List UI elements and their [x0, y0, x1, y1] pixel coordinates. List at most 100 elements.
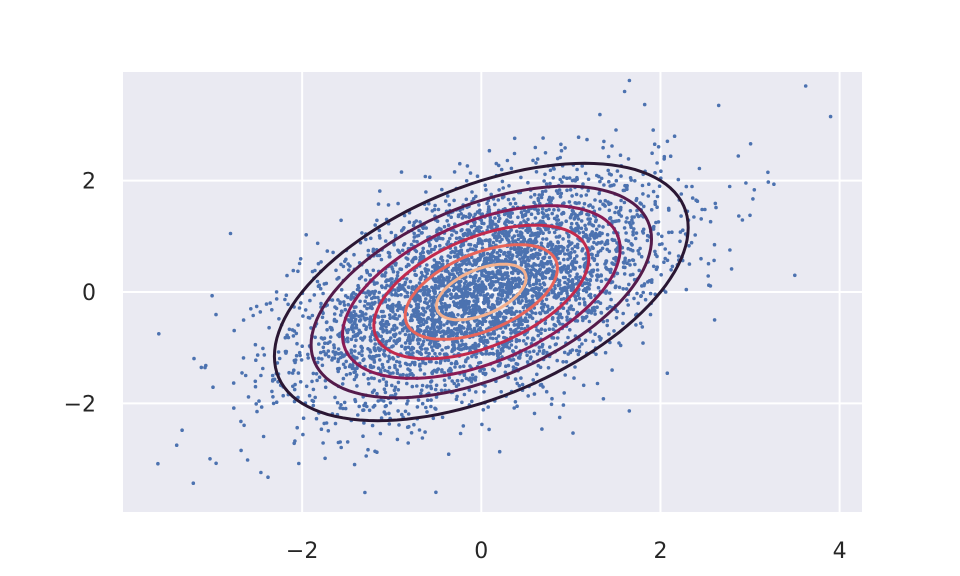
data-point	[637, 268, 641, 273]
data-point	[402, 226, 406, 230]
data-point	[364, 454, 369, 458]
data-point	[521, 215, 525, 219]
data-point	[656, 232, 661, 236]
data-point	[425, 263, 429, 267]
y-tick-label: 0	[82, 281, 96, 306]
data-point	[350, 323, 355, 328]
data-point	[345, 330, 350, 335]
data-point	[476, 290, 480, 295]
data-point	[429, 249, 433, 254]
data-point	[406, 338, 410, 343]
data-point	[534, 161, 538, 165]
data-point	[559, 148, 564, 153]
data-point	[382, 410, 387, 414]
data-point	[436, 367, 441, 371]
data-point	[537, 193, 541, 197]
data-point	[405, 290, 410, 295]
data-point	[484, 352, 488, 356]
data-point	[378, 189, 382, 193]
data-point	[530, 316, 535, 321]
data-point	[681, 228, 685, 232]
data-point	[471, 278, 476, 283]
data-point	[503, 309, 507, 314]
data-point	[472, 285, 477, 290]
data-point	[509, 166, 514, 171]
data-point	[357, 328, 362, 333]
data-point	[390, 292, 394, 297]
data-point	[487, 208, 492, 212]
data-point	[669, 268, 673, 272]
data-point	[486, 405, 491, 409]
data-point	[495, 351, 500, 356]
data-point	[439, 334, 444, 339]
data-point	[793, 273, 797, 278]
data-point	[519, 326, 524, 331]
data-point	[368, 335, 373, 339]
data-point	[403, 345, 408, 350]
data-point	[441, 237, 445, 241]
data-point	[353, 397, 357, 402]
data-point	[412, 422, 416, 427]
data-point	[467, 300, 471, 304]
data-point	[505, 266, 510, 270]
data-point	[390, 277, 394, 281]
data-point	[566, 265, 570, 269]
data-point	[411, 223, 416, 228]
data-point	[509, 343, 514, 347]
data-point	[452, 170, 457, 174]
data-point	[648, 312, 653, 317]
data-point	[563, 280, 567, 285]
data-point	[354, 313, 358, 317]
data-point	[317, 375, 322, 380]
data-point	[468, 232, 473, 236]
data-point	[438, 320, 443, 325]
data-point	[697, 166, 702, 171]
data-point	[516, 233, 521, 237]
data-point	[438, 361, 443, 365]
data-point	[262, 353, 267, 357]
data-point	[619, 174, 623, 178]
data-point	[428, 243, 432, 248]
data-point	[712, 242, 717, 247]
data-point	[313, 335, 318, 340]
data-point	[712, 258, 716, 263]
data-point	[403, 294, 408, 299]
data-point	[442, 323, 446, 327]
y-tick-label: −2	[64, 392, 96, 417]
data-point	[296, 371, 301, 375]
data-point	[402, 213, 407, 218]
data-point	[572, 376, 576, 380]
data-point	[551, 316, 555, 320]
data-point	[501, 330, 505, 335]
data-point	[337, 366, 342, 371]
data-point	[558, 322, 562, 326]
data-point	[586, 177, 591, 181]
data-point	[496, 292, 501, 297]
data-point	[563, 146, 567, 150]
data-point	[512, 247, 517, 251]
data-point	[274, 290, 279, 294]
data-point	[430, 309, 435, 314]
data-point	[428, 340, 433, 345]
data-point	[368, 326, 373, 330]
data-point	[637, 252, 641, 256]
data-point	[597, 224, 601, 228]
data-point	[555, 358, 559, 363]
data-point	[396, 270, 400, 275]
data-point	[368, 348, 372, 352]
data-point	[445, 219, 450, 223]
data-point	[595, 268, 600, 272]
data-point	[499, 249, 503, 253]
data-point	[374, 353, 379, 358]
data-point	[568, 328, 572, 332]
data-point	[405, 277, 409, 281]
data-point	[612, 256, 616, 261]
data-point	[472, 299, 476, 303]
data-point	[544, 208, 549, 213]
data-point	[610, 219, 614, 224]
data-point	[655, 194, 660, 199]
data-point	[292, 358, 297, 363]
data-point	[417, 228, 421, 233]
data-point	[516, 215, 520, 220]
data-point	[511, 365, 516, 369]
